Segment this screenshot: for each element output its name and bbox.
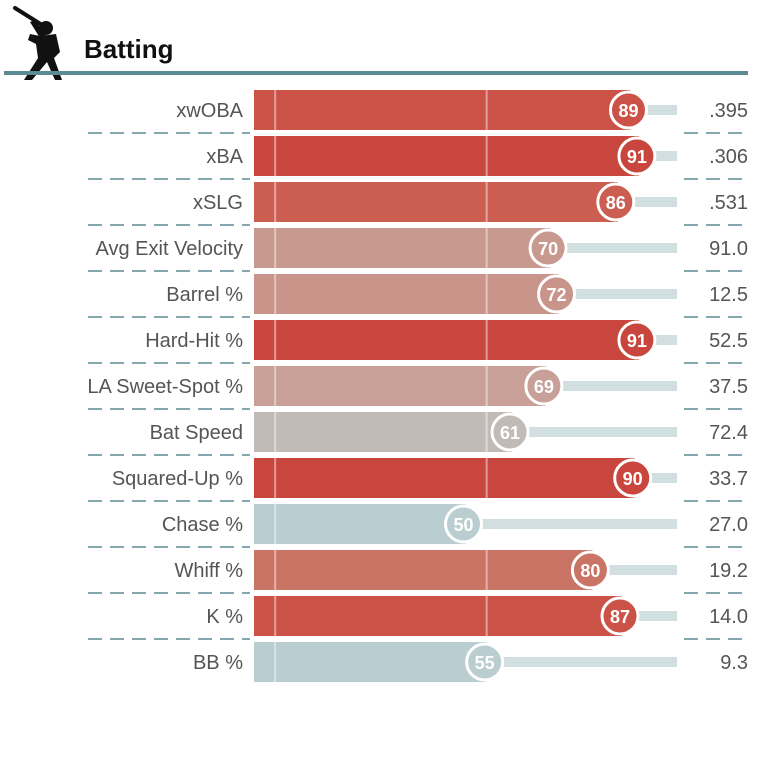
percentile-label: 50: [453, 515, 473, 535]
bar: [254, 136, 639, 176]
stat-value: 19.2: [709, 560, 748, 582]
stat-value: .306: [709, 146, 748, 168]
category-label: xwOBA: [176, 100, 243, 122]
percentile-circle: [528, 228, 568, 268]
category-label: K %: [206, 606, 243, 628]
category-label: Bat Speed: [150, 422, 243, 444]
stat-value: 91.0: [709, 238, 748, 260]
stat-value: 33.7: [709, 468, 748, 490]
percentile-label: 87: [610, 607, 630, 627]
category-label: xBA: [206, 146, 243, 168]
percentile-label: 91: [627, 147, 647, 167]
bar: [254, 550, 593, 590]
bar: [254, 366, 546, 406]
category-label: LA Sweet-Spot %: [87, 376, 243, 398]
batter-silhouette-icon: [13, 6, 62, 80]
category-label: Squared-Up %: [112, 468, 243, 490]
percentile-label: 89: [618, 101, 638, 121]
category-label: Chase %: [162, 514, 243, 536]
bar: [254, 412, 513, 452]
category-label: Hard-Hit %: [145, 330, 243, 352]
stat-value: .395: [709, 100, 748, 122]
percentile-circle: [465, 642, 505, 682]
bar: [254, 228, 551, 268]
percentile-label: 86: [606, 193, 626, 213]
bar: [254, 642, 487, 682]
bar: [254, 274, 559, 314]
percentile-label: 91: [627, 331, 647, 351]
percentile-circle: [613, 458, 653, 498]
percentile-circle: [596, 182, 636, 222]
percentile-circle: [490, 412, 530, 452]
stat-value: 37.5: [709, 376, 748, 398]
category-label: BB %: [193, 652, 243, 674]
percentile-circle: [570, 550, 610, 590]
bar: [254, 90, 631, 130]
stat-value: 72.4: [709, 422, 748, 444]
percentile-label: 72: [547, 285, 567, 305]
percentile-label: 90: [623, 469, 643, 489]
percentile-circle: [444, 504, 483, 544]
category-label: xSLG: [193, 192, 243, 214]
chart-rows: 89 xwOBA .395 91 xBA .306 86 xSLG .531 70 Avg Exit…: [87, 90, 748, 682]
percentile-circle: [600, 596, 640, 636]
percentile-circle: [608, 90, 648, 130]
bar: [254, 458, 635, 498]
percentile-circle: [537, 274, 577, 314]
percentile-circle: [524, 366, 564, 406]
percentile-circle: [617, 136, 657, 176]
stat-value: .531: [709, 192, 748, 214]
category-label: Avg Exit Velocity: [96, 238, 243, 260]
stat-value: 52.5: [709, 330, 748, 352]
bar: [254, 182, 618, 222]
category-label: Barrel %: [166, 284, 243, 306]
percentile-label: 80: [580, 561, 600, 581]
stat-value: 27.0: [709, 514, 748, 536]
percentile-label: 69: [534, 377, 554, 397]
bar: [254, 320, 639, 360]
bar: [254, 504, 466, 544]
percentile-label: 61: [500, 423, 520, 443]
stat-value: 9.3: [720, 652, 748, 674]
percentile-circle: [617, 320, 657, 360]
page-title: Batting: [84, 34, 174, 64]
stat-value: 14.0: [709, 606, 748, 628]
bar: [254, 596, 623, 636]
percentile-label: 70: [538, 239, 558, 259]
stat-value: 12.5: [709, 284, 748, 306]
percentile-label: 55: [475, 653, 495, 673]
category-label: Whiff %: [174, 560, 243, 582]
